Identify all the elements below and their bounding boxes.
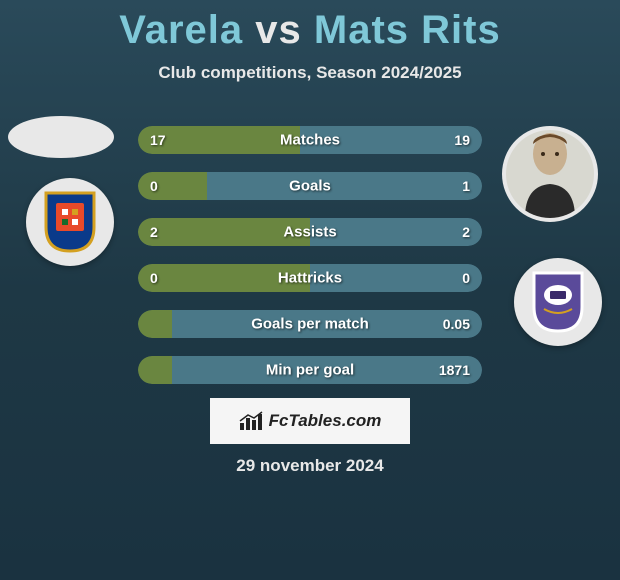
stat-bar-left <box>138 356 172 384</box>
stat-row: Goals 0 1 <box>138 172 482 200</box>
stat-value-left: 0 <box>150 270 158 286</box>
stat-value-left: 17 <box>150 132 166 148</box>
player1-avatar <box>8 116 114 158</box>
club-shield-icon <box>530 269 586 335</box>
stat-value-right: 0 <box>462 270 470 286</box>
stat-value-right: 1 <box>462 178 470 194</box>
player2-name: Mats Rits <box>314 8 501 52</box>
player1-name: Varela <box>119 8 243 52</box>
stat-label: Assists <box>283 224 336 241</box>
stat-label: Hattricks <box>278 270 342 287</box>
stat-label: Matches <box>280 132 340 149</box>
stat-bar-left <box>138 172 207 200</box>
subtitle: Club competitions, Season 2024/2025 <box>0 63 620 83</box>
player1-club-badge <box>26 178 114 266</box>
stat-label: Min per goal <box>266 362 354 379</box>
stat-value-left: 0 <box>150 178 158 194</box>
stat-row: Min per goal 1871 <box>138 356 482 384</box>
stat-bar-right <box>207 172 482 200</box>
vs-text: vs <box>255 8 302 52</box>
club-shield-icon <box>42 189 98 255</box>
brand-box[interactable]: FcTables.com <box>210 398 410 444</box>
brand-chart-icon <box>239 411 263 431</box>
stat-row: Matches 17 19 <box>138 126 482 154</box>
stat-row: Goals per match 0.05 <box>138 310 482 338</box>
stat-value-right: 2 <box>462 224 470 240</box>
stat-value-right: 19 <box>454 132 470 148</box>
stat-row: Assists 2 2 <box>138 218 482 246</box>
brand-text: FcTables.com <box>269 411 382 431</box>
stats-list: Matches1719Goals01Assists22Hattricks00Go… <box>138 126 482 402</box>
player2-club-badge <box>514 258 602 346</box>
stat-value-right: 0.05 <box>443 316 470 332</box>
player2-avatar <box>502 126 598 222</box>
date-text: 29 november 2024 <box>236 456 383 476</box>
stat-bar-left <box>138 310 172 338</box>
comparison-title: Varela vs Mats Rits <box>0 0 620 53</box>
stat-value-left: 2 <box>150 224 158 240</box>
stat-label: Goals per match <box>251 316 369 333</box>
stat-value-right: 1871 <box>439 362 470 378</box>
player-silhouette-icon <box>515 130 585 218</box>
stat-row: Hattricks 0 0 <box>138 264 482 292</box>
stat-label: Goals <box>289 178 331 195</box>
